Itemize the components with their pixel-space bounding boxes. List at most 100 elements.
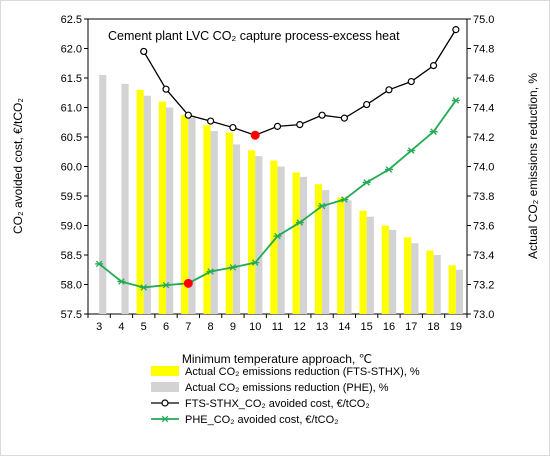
legend-label: PHE_CO₂ avoided cost, €/tCO₂ [185,414,338,426]
fts-cost-point [207,117,215,125]
bar-fts [381,225,389,314]
y-right-tick-label: 73.0 [473,309,494,321]
y-axis-right-title: Actual CO₂ emissions reduction, % [526,73,540,259]
bar-fts [203,125,211,314]
bar-phe [188,117,196,314]
legend-swatch-fts-reduction [151,366,179,376]
phe-cost-point [206,268,215,275]
bar-phe [166,107,174,314]
bar-fts [448,265,456,314]
phe-cost-point [407,147,416,154]
bar-phe [143,95,151,314]
bar-phe [388,229,397,314]
x-tick-label: 18 [427,321,439,333]
x-tick-label: 5 [141,321,147,333]
legend-swatch-phe-reduction [151,382,179,392]
x-tick-label: 13 [316,321,328,333]
bar-fts [248,150,256,314]
y-left-tick-label: 61.0 [61,103,82,115]
x-tick-label: 6 [163,321,169,333]
phe-cost-point [429,128,438,135]
legend-swatch-fts-cost-marker [161,399,169,407]
y-right-tick-label: 73.8 [473,191,494,203]
bar-phe [277,166,285,314]
phe-cost-point [340,196,349,203]
y-left-tick-label: 61.5 [61,73,82,85]
x-tick-label: 10 [249,321,261,333]
legend-swatch-phe-cost-marker [161,415,169,423]
x-tick-label: 9 [230,321,236,333]
phe-cost-point [139,284,148,291]
phe-cost-point [228,264,237,271]
phe-cost-point [384,166,393,173]
phe-cost-point [95,260,104,268]
y-left-tick-label: 60.0 [61,162,82,174]
bar-phe [455,269,464,314]
chart-title: Cement plant LVC CO₂ capture process-exc… [108,29,400,43]
bar-phe [210,131,218,314]
legend: Actual CO₂ emissions reduction (FTS-STHX… [151,366,420,426]
x-tick-label: 19 [450,321,462,333]
x-tick-label: 11 [272,321,283,333]
legend-label: Actual CO₂ emissions reduction (PHE), % [185,382,389,394]
fts-cost-point [184,111,192,119]
fts-cost-point [162,85,170,93]
bar-phe [366,216,374,314]
y-right-tick-label: 73.2 [473,280,494,292]
bar-phe [255,156,263,314]
min-cost-point [250,130,260,140]
x-tick-label: 4 [118,321,124,333]
bar-fts [337,197,345,314]
bar-fts [225,132,233,314]
bar-fts [359,210,367,314]
fts-cost-point [318,111,326,119]
y-right-tick-label: 75.0 [473,14,494,26]
phe-cost-point [295,219,304,226]
y-right-tick-label: 74.8 [473,44,494,56]
axes-layer: 57.5 58.0 58.5 59.0 59.5 60.0 60.5 61.0 61.5 62.0… [61,14,495,333]
bar-phe [322,190,330,314]
y-left-tick-label: 60.5 [61,132,82,144]
bar-phe [121,83,129,315]
bar-fts [136,89,144,314]
x-tick-label: 8 [208,321,214,333]
bars-layer [99,75,464,315]
x-tick-label: 7 [185,321,191,333]
fts-cost-point [340,114,348,122]
min-cost-point [183,278,193,288]
bar-fts [404,237,412,314]
bar-phe [411,243,419,314]
y-left-tick-label: 59.0 [61,221,82,233]
bar-fts [158,101,167,314]
bar-fts [270,160,278,314]
phe-cost-point [318,202,327,210]
legend-label: Actual CO₂ emissions reduction (FTS-STHX… [185,366,420,378]
y-right-tick-label: 73.4 [473,250,494,262]
phe-cost-point [162,281,171,289]
bar-fts [426,250,434,314]
y-right-tick-label: 74.2 [473,132,494,144]
x-tick-label: 14 [338,321,350,333]
fts-cost-point [363,100,371,109]
bar-phe [344,200,352,314]
y-left-tick-label: 62.5 [61,14,82,26]
y-left-tick-label: 57.5 [61,309,82,321]
bar-phe [232,144,241,314]
phe-cost-point [117,278,126,285]
y-left-tick-label: 58.0 [61,280,82,292]
x-tick-label: 17 [405,321,417,333]
y-axis-left-title: CO₂ avoided cost, €/tCO₂ [11,98,25,234]
y-left-tick-label: 59.5 [61,191,82,203]
fts-cost-point [140,47,148,56]
x-tick-label: 16 [383,321,395,333]
y-right-tick-label: 74.0 [473,162,494,174]
bar-phe [99,75,107,314]
markers-layer [95,26,460,291]
y-left-tick-label: 62.0 [61,44,82,56]
fts-cost-point [407,77,415,86]
bar-phe [299,176,307,314]
x-tick-label: 15 [361,321,373,333]
bar-phe [433,255,441,314]
bar-fts [181,114,189,314]
